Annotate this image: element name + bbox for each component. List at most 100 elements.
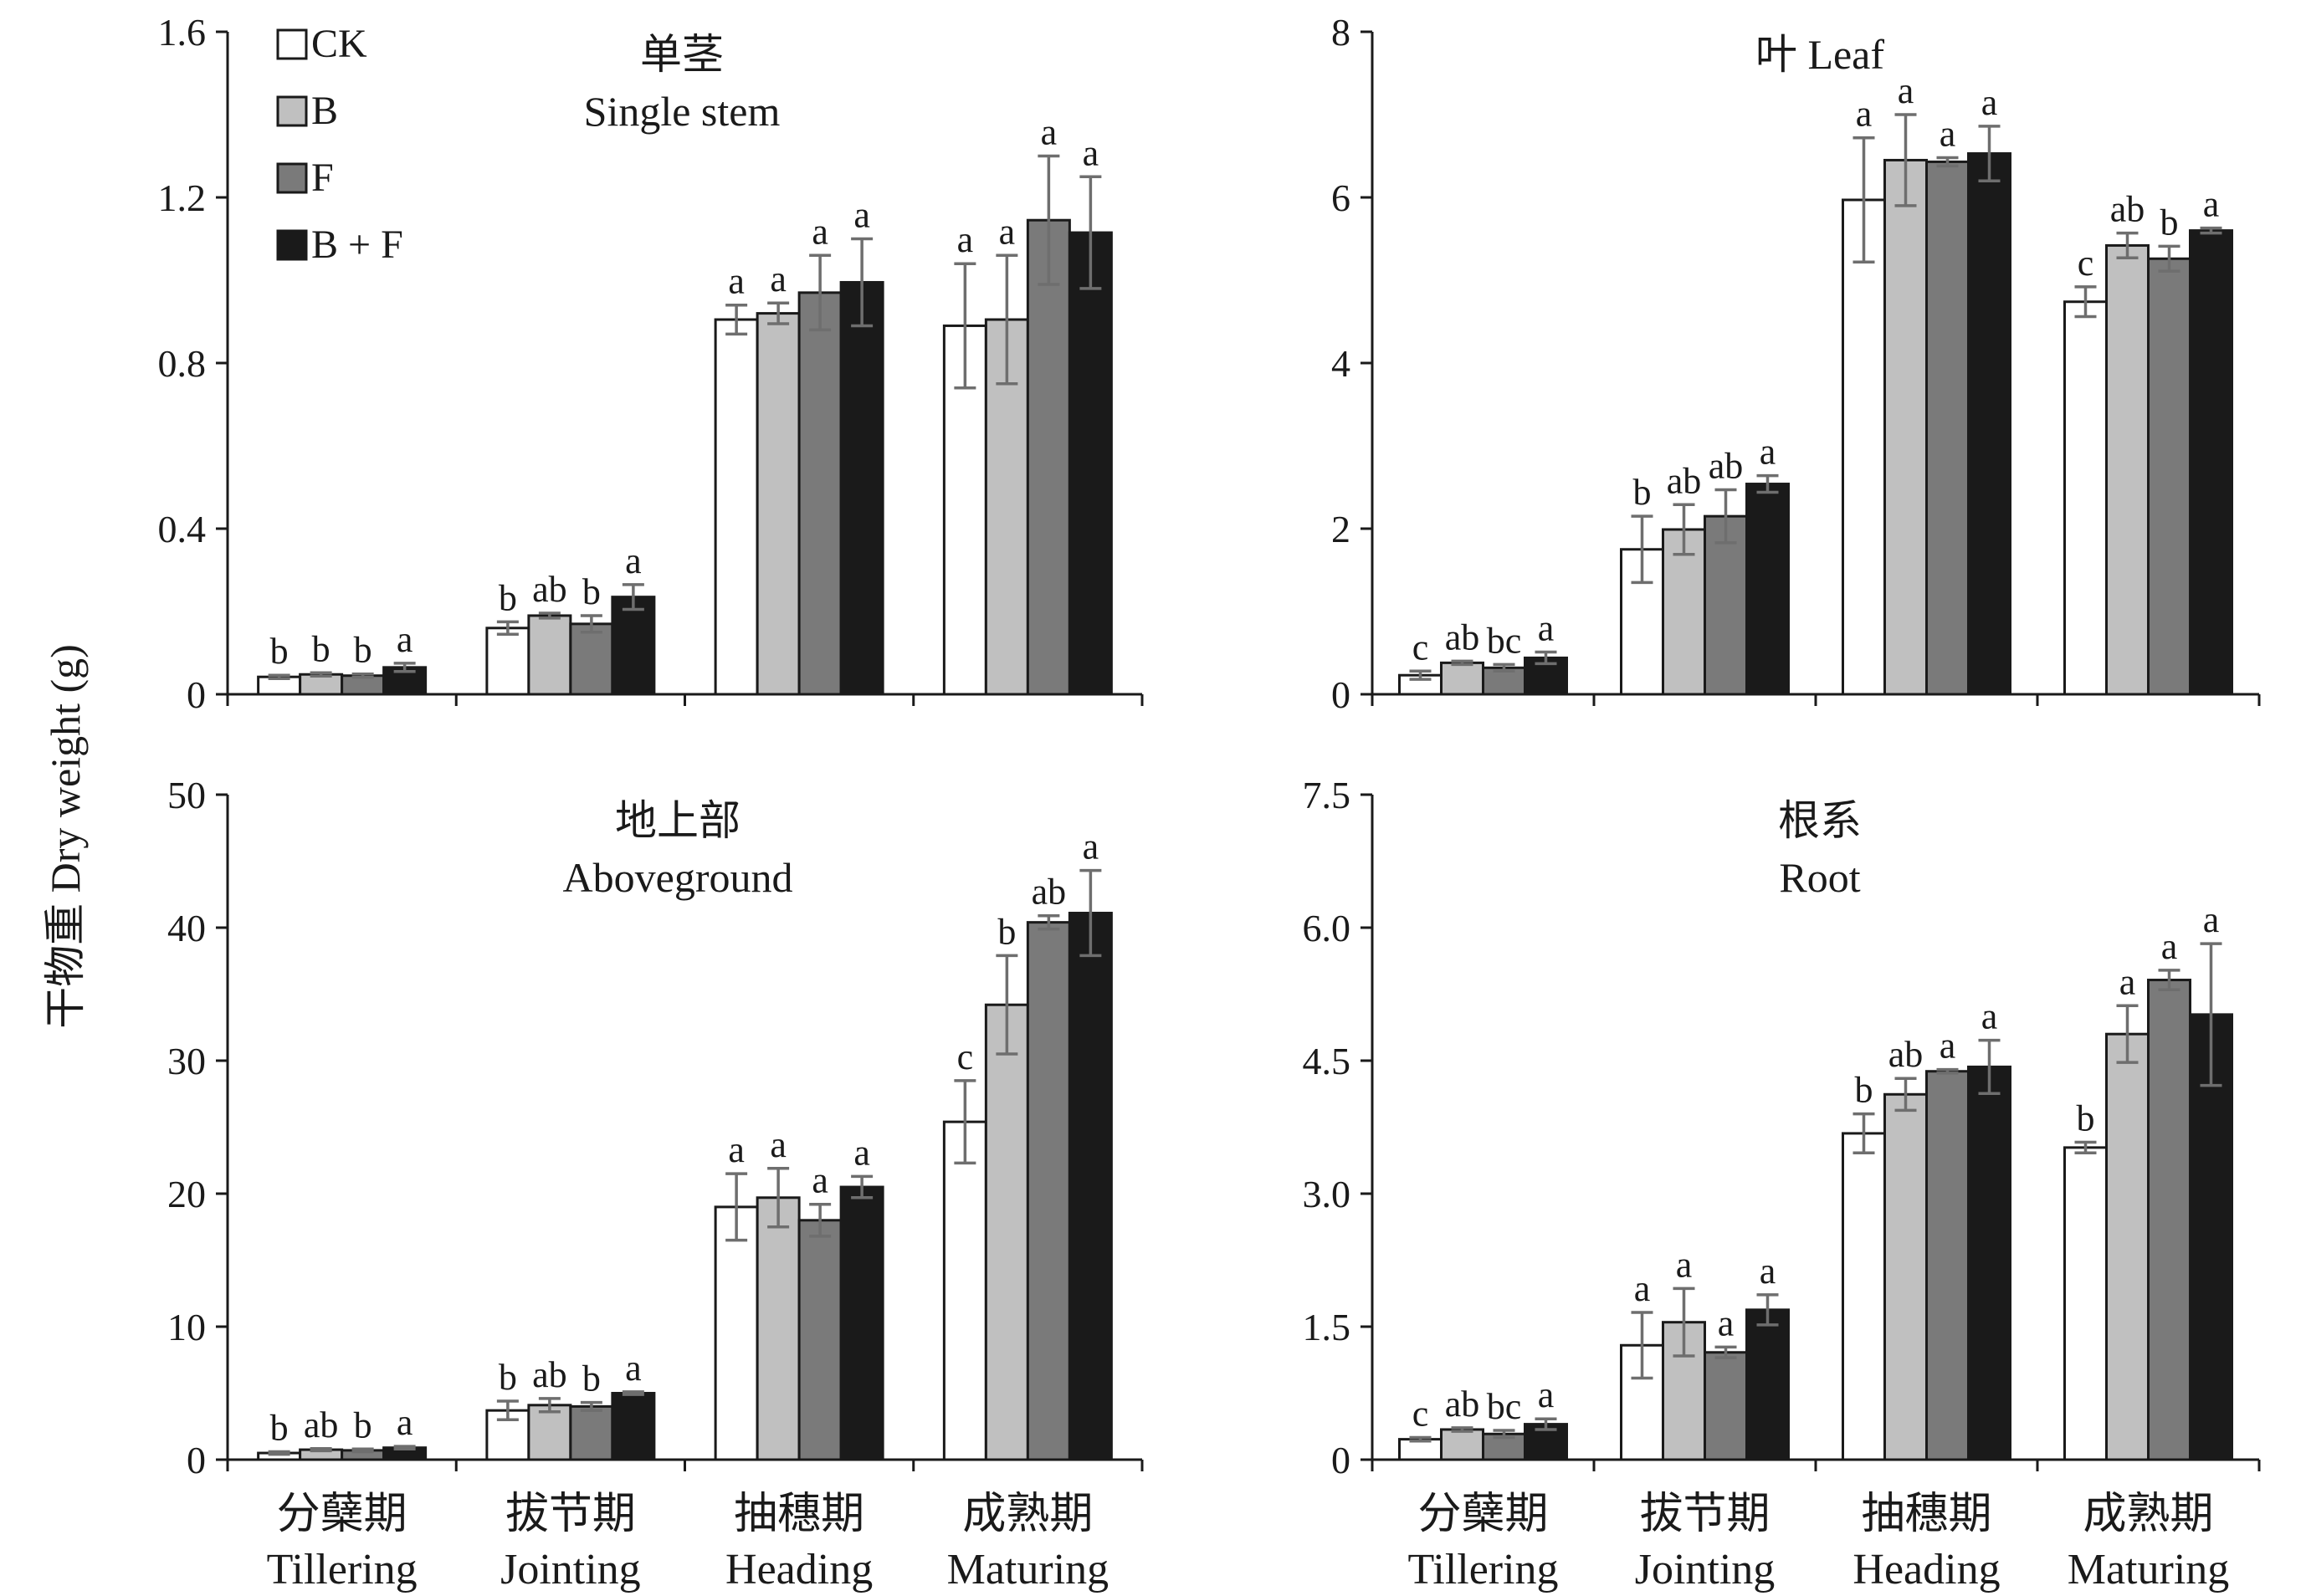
significance-letter: ab [1709, 445, 1744, 486]
significance-letter: b [499, 1357, 517, 1398]
y-tick-label: 4.5 [1303, 1040, 1351, 1082]
significance-letter: b [582, 1358, 601, 1399]
legend-label: F [311, 156, 334, 200]
significance-letter: a [1676, 1244, 1693, 1285]
bar-f [569, 1404, 614, 1461]
significance-letter: a [1981, 82, 1998, 123]
bar-bplusf [2189, 229, 2233, 696]
significance-letter: a [397, 619, 413, 660]
panel-title-cn: 根系 [1778, 797, 1862, 844]
y-tick-label: 6.0 [1303, 907, 1351, 949]
significance-letter: a [957, 219, 974, 260]
category-label-en: Heading [1852, 1546, 2000, 1593]
y-tick-label: 10 [167, 1306, 206, 1348]
y-axis-label: 干物重 Dry weight (g) [42, 644, 89, 1029]
significance-letter: b [354, 630, 372, 671]
y-tick-label: 0.4 [158, 508, 207, 550]
bar-b [1883, 1092, 1928, 1461]
significance-letter: b [1633, 472, 1652, 513]
significance-letter: a [999, 211, 1016, 252]
bar-f [1925, 160, 1970, 696]
significance-letter: a [1898, 70, 1914, 111]
bar-f [1704, 1351, 1748, 1461]
panel-title-en: Root [1779, 854, 1860, 901]
significance-letter: b [582, 571, 601, 612]
bar-f [569, 622, 614, 696]
significance-letter: a [1760, 432, 1776, 473]
category-label-en: Jointing [1635, 1546, 1776, 1593]
significance-letter: b [312, 628, 331, 669]
bar-b [2105, 243, 2150, 696]
significance-letter: a [1083, 826, 1099, 867]
significance-letter: a [1718, 1302, 1735, 1343]
y-tick-label: 0.8 [158, 342, 207, 385]
bar-f [1026, 218, 1071, 696]
significance-letter: ab [1032, 872, 1067, 913]
legend: CK BF B + F [276, 22, 403, 267]
category-label-en: Jointing [500, 1546, 641, 1593]
significance-letter: a [770, 1124, 787, 1165]
y-tick-label: 1.5 [1303, 1306, 1351, 1348]
panel-title: 叶 Leaf [1755, 31, 1884, 78]
significance-letter: a [1634, 1268, 1651, 1309]
significance-letter: b [270, 1407, 289, 1448]
bar-ck [2063, 1146, 2108, 1461]
significance-letter: a [2119, 961, 2136, 1002]
legend-swatch [276, 229, 308, 261]
y-tick-label: 20 [167, 1173, 206, 1215]
bar-ck [942, 1120, 987, 1461]
significance-letter: a [728, 1129, 745, 1170]
y-tick-label: 0 [187, 1439, 206, 1481]
bar-b [984, 1003, 1029, 1461]
bar-b [1440, 1428, 1484, 1461]
y-tick-label: 6 [1331, 176, 1350, 219]
y-tick-label: 4 [1331, 342, 1350, 385]
significance-letter: ab [1445, 1384, 1480, 1425]
significance-letter: ab [1445, 616, 1480, 657]
category-label-en: Tillering [267, 1546, 418, 1593]
y-tick-label: 3.0 [1303, 1173, 1351, 1215]
category-label-en: Maturing [947, 1546, 1109, 1593]
bar-ck [714, 318, 759, 696]
bar-b [1883, 158, 1928, 696]
bar-bplusf [1967, 1065, 2011, 1461]
significance-letter: c [1412, 1394, 1429, 1435]
significance-letter: a [812, 211, 828, 252]
category-label-cn: 拔节期 [505, 1491, 636, 1538]
bar-bplusf [2189, 1013, 2233, 1461]
bar-b [756, 312, 801, 696]
significance-letter: b [2160, 202, 2179, 243]
y-tick-label: 0 [1331, 1439, 1350, 1481]
significance-letter: c [1412, 627, 1429, 668]
significance-letter: a [770, 258, 787, 299]
bar-ck [1398, 1438, 1443, 1461]
significance-letter: a [728, 261, 745, 302]
significance-letter: a [1760, 1251, 1776, 1292]
significance-letter: c [2078, 243, 2094, 284]
legend-swatch [276, 95, 308, 127]
category-label-cn: 拔节期 [1639, 1491, 1770, 1538]
significance-letter: a [1083, 132, 1099, 173]
bar-bplusf [1068, 231, 1113, 696]
bar-f [2147, 979, 2191, 1461]
significance-letter: a [2203, 184, 2220, 225]
significance-letter: a [1538, 608, 1555, 649]
category-label-cn: 抽穗期 [734, 1491, 864, 1538]
significance-letter: b [499, 577, 517, 618]
bar-bplusf [839, 1185, 884, 1461]
significance-letter: ab [304, 1404, 339, 1445]
y-tick-label: 7.5 [1303, 774, 1351, 816]
significance-letter: a [1981, 996, 1998, 1037]
bar-f [1925, 1070, 1970, 1461]
bar-f [797, 1219, 843, 1461]
significance-letter: a [853, 1132, 870, 1173]
significance-letter: a [625, 540, 642, 581]
bar-b [756, 1196, 801, 1461]
significance-letter: c [957, 1036, 974, 1077]
y-tick-label: 1.6 [158, 11, 207, 54]
bar-ck [1842, 198, 1886, 696]
category-label-cn: 分蘖期 [1417, 1491, 1548, 1538]
